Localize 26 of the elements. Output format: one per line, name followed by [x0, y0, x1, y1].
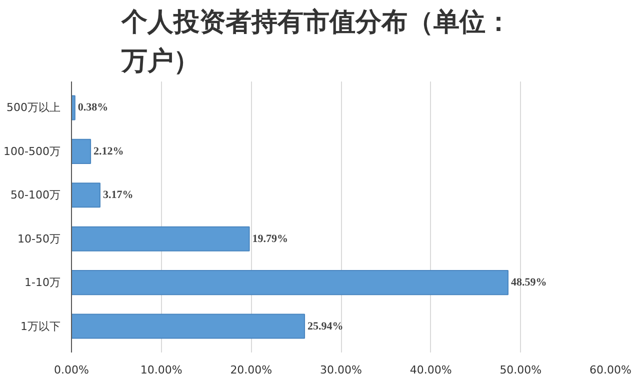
- bar: [72, 138, 92, 164]
- x-tick-label: 50.00%: [500, 364, 542, 376]
- data-label: 48.59%: [511, 276, 547, 289]
- data-label: 2.12%: [94, 145, 124, 158]
- y-tick-label: 1万以下: [20, 320, 60, 333]
- y-tick-label: 50-100万: [10, 188, 61, 202]
- x-tick-label: 30.00%: [320, 364, 362, 376]
- bar: [72, 270, 508, 296]
- x-tick-label: 60.00%: [590, 364, 632, 376]
- x-tick-label: 40.00%: [410, 364, 452, 376]
- x-tick-label: 0.00%: [54, 364, 89, 376]
- bar: [72, 95, 76, 120]
- data-label: 0.38%: [78, 102, 108, 114]
- x-tick-label: 20.00%: [230, 364, 272, 376]
- y-tick-label: 500万以上: [6, 101, 61, 114]
- y-tick-label: 10-50万: [18, 232, 61, 246]
- x-tick-label: 10.00%: [140, 364, 182, 376]
- data-label: 3.17%: [102, 189, 134, 202]
- data-label: 25.94%: [308, 320, 344, 332]
- chart-title: 个人投资者持有市值分布（单位：万户）: [120, 8, 512, 76]
- y-tick-label: 100-500万: [4, 144, 61, 158]
- bar: [72, 226, 250, 252]
- y-tick-label: 1-10万: [24, 276, 61, 290]
- data-label: 19.79%: [252, 232, 288, 245]
- bar: [72, 314, 306, 339]
- bar: [72, 182, 100, 208]
